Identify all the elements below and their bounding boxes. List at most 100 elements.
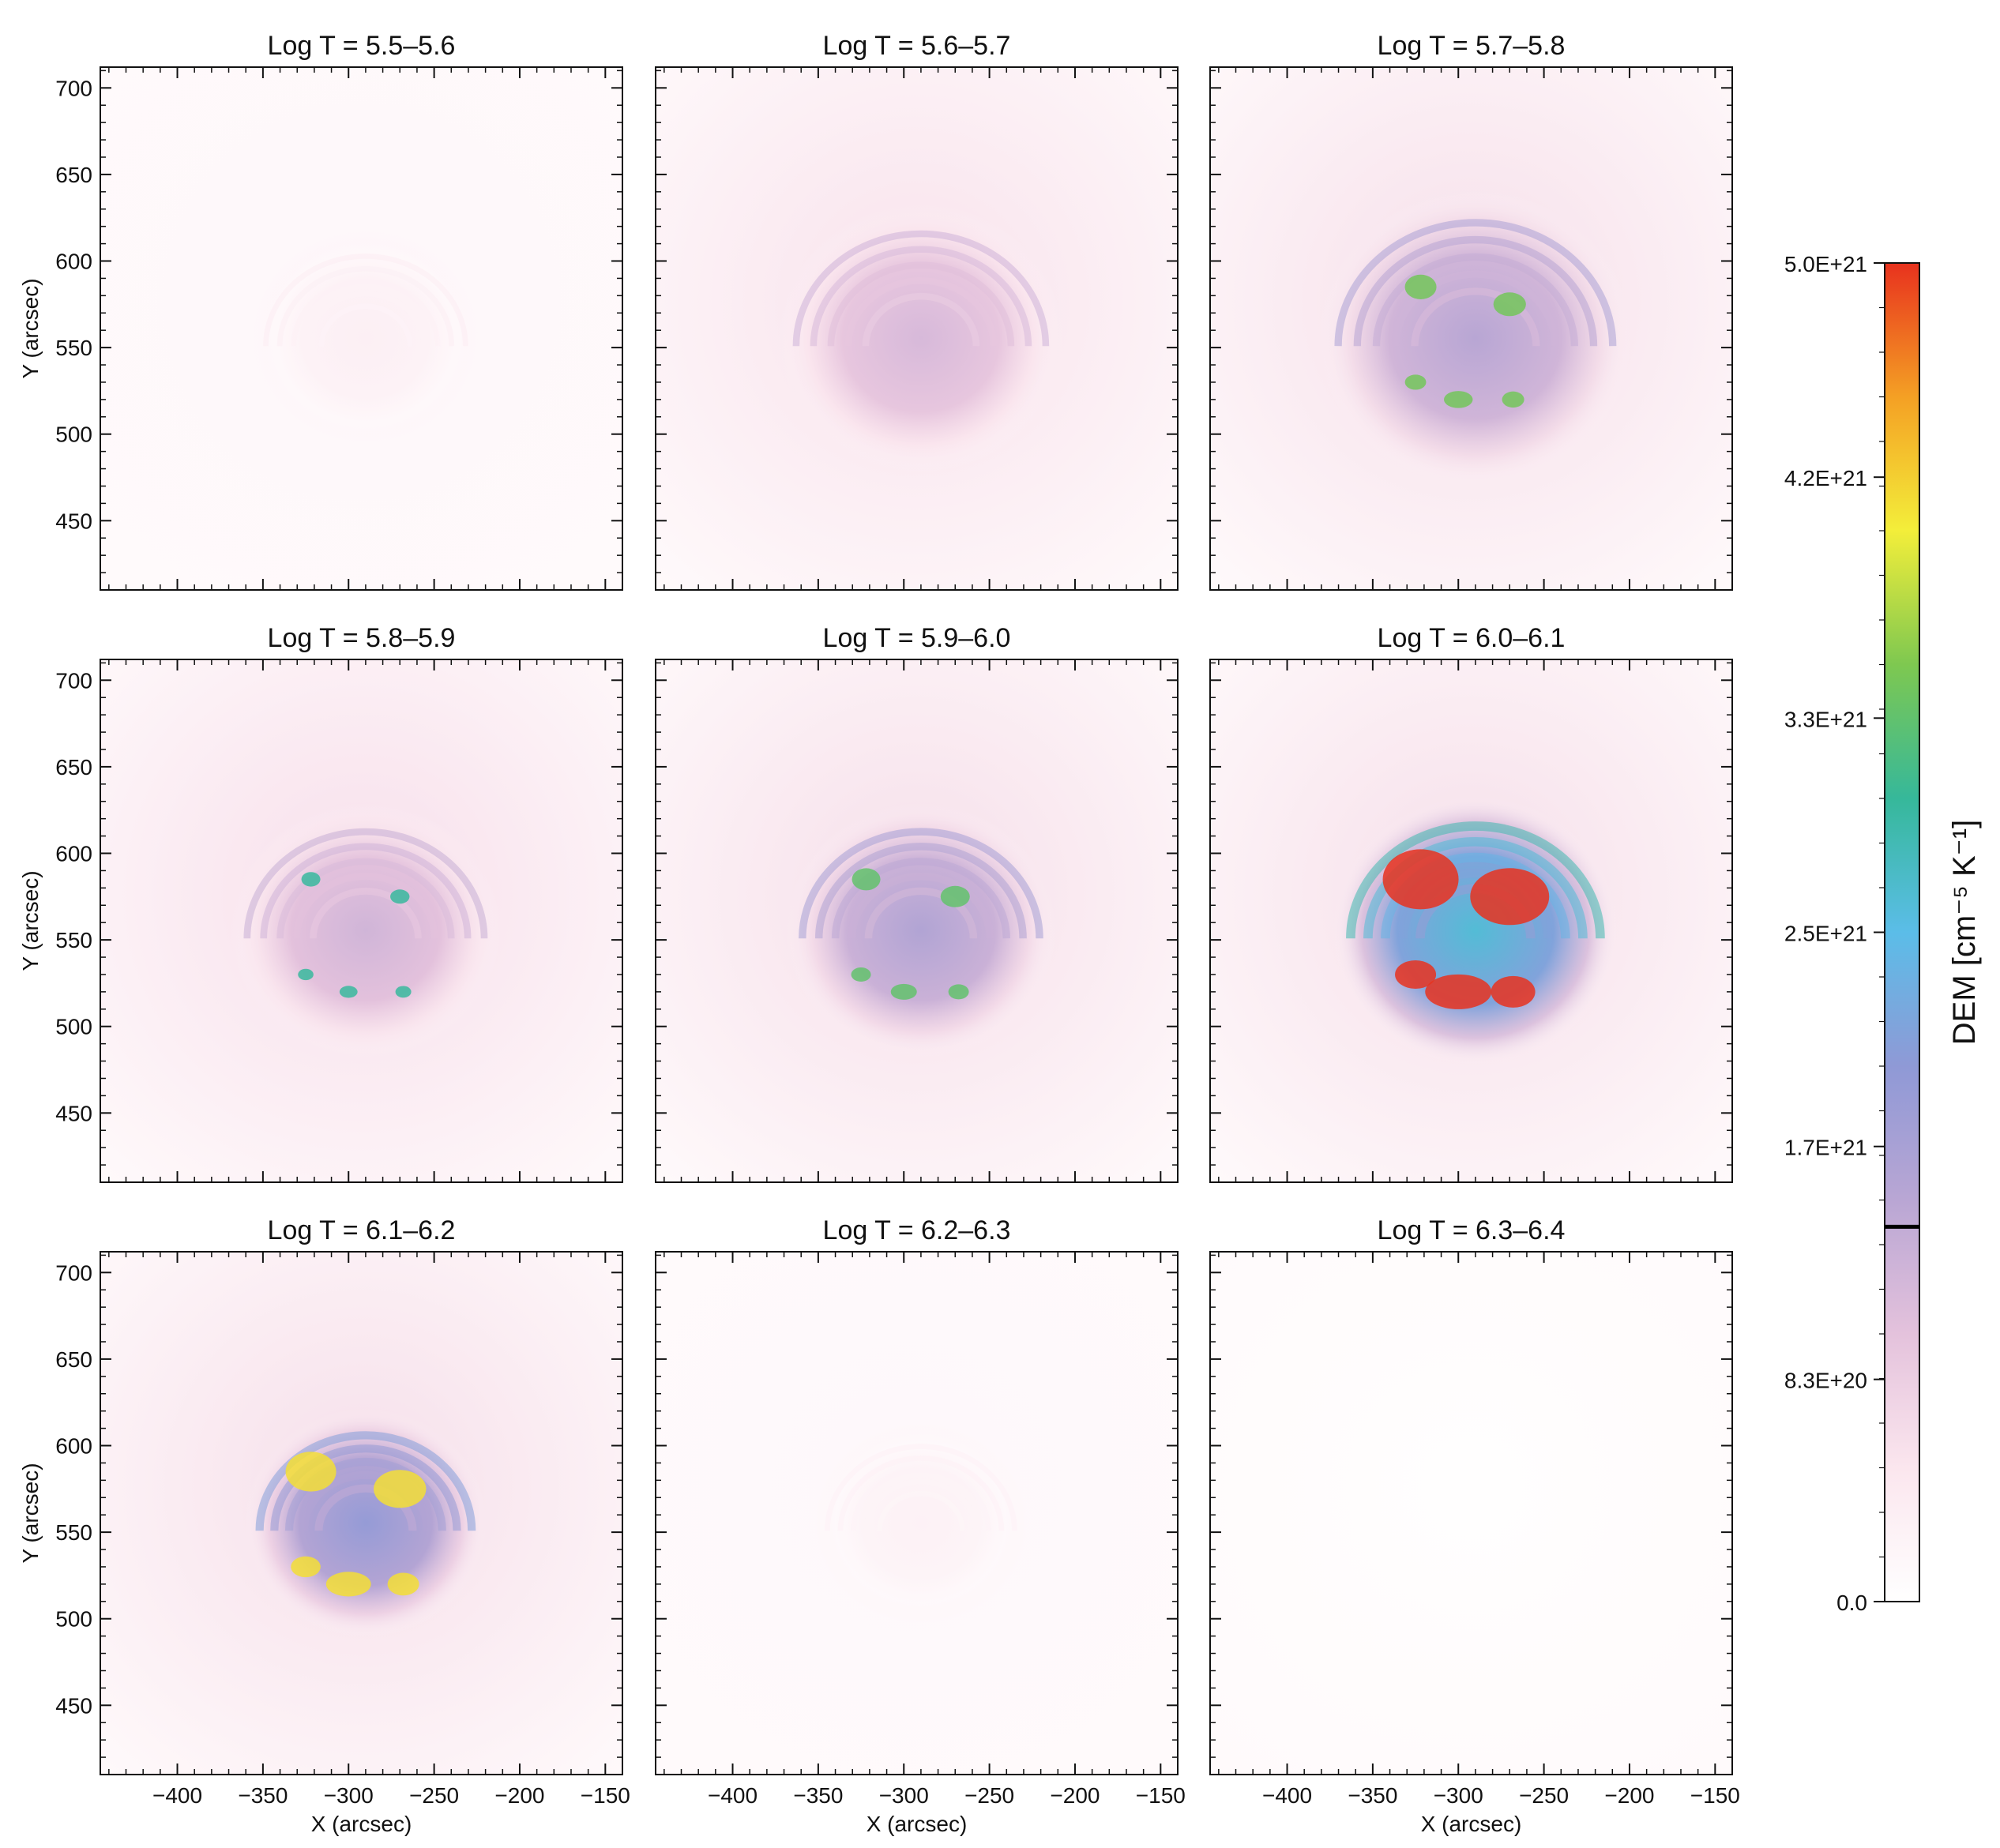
active-region bbox=[251, 231, 479, 446]
panel-title: Log T = 5.8–5.9 bbox=[268, 623, 456, 653]
dem-panel: Log T = 6.0–6.1 bbox=[1209, 623, 1733, 1183]
y-tick-label: 550 bbox=[55, 928, 92, 952]
colorbar-bar bbox=[1884, 262, 1920, 1602]
y-tick-label: 550 bbox=[55, 1520, 92, 1545]
hot-core bbox=[1404, 274, 1437, 299]
coronal-loop bbox=[863, 1478, 979, 1531]
panel-frame bbox=[1209, 659, 1733, 1183]
active-region bbox=[244, 1408, 487, 1637]
colorbar-tick-label: 3.3E+21 bbox=[1784, 707, 1867, 731]
hot-core bbox=[1404, 374, 1427, 390]
panel-title: Log T = 5.6–5.7 bbox=[823, 31, 1011, 61]
coronal-loop bbox=[848, 872, 994, 939]
coronal-loop bbox=[318, 303, 413, 347]
coronal-loop bbox=[1363, 836, 1588, 939]
x-tick-label: −150 bbox=[1136, 1783, 1186, 1808]
panel-frame bbox=[100, 66, 623, 591]
y-tick-label: 500 bbox=[55, 1607, 92, 1632]
x-tick-label: −400 bbox=[152, 1783, 202, 1808]
y-tick-label: 500 bbox=[55, 1015, 92, 1039]
panel-title: Log T = 6.0–6.1 bbox=[1378, 623, 1566, 653]
hot-core bbox=[940, 885, 970, 907]
panel-title: Log T = 6.3–6.4 bbox=[1378, 1215, 1566, 1245]
panel-frame bbox=[100, 659, 623, 1183]
panel-background bbox=[1210, 1252, 1732, 1775]
coronal-loop bbox=[825, 1444, 1017, 1531]
coronal-loop bbox=[255, 1431, 476, 1531]
dem-panel: 450 500 550 600 650 700 Log T = 5.8–5.9 Y (arcs… bbox=[18, 623, 623, 1183]
hot-core bbox=[1470, 868, 1550, 926]
coronal-loop bbox=[293, 873, 438, 939]
coronal-loop bbox=[243, 828, 488, 939]
active-region bbox=[1333, 796, 1618, 1065]
coronal-loop bbox=[831, 857, 1010, 939]
coronal-loop bbox=[304, 291, 427, 347]
y-tick-label: 600 bbox=[55, 250, 92, 274]
colorbar-tick-label: 4.2E+21 bbox=[1784, 466, 1867, 490]
y-tick-label: 450 bbox=[55, 1101, 92, 1125]
coronal-loop bbox=[862, 292, 980, 347]
x-tick-label: −250 bbox=[409, 1783, 459, 1808]
y-tick-label: 700 bbox=[55, 1260, 92, 1285]
coronal-loop bbox=[314, 1484, 417, 1531]
coronal-loop bbox=[291, 278, 441, 347]
active-region bbox=[785, 802, 1056, 1058]
coronal-loop bbox=[792, 230, 1050, 347]
panel-frame bbox=[655, 1251, 1179, 1775]
active-region bbox=[1318, 190, 1632, 486]
hot-core bbox=[852, 868, 881, 891]
y-tick-label: 450 bbox=[55, 1693, 92, 1718]
hot-core bbox=[851, 967, 871, 982]
y-tick-label: 650 bbox=[55, 163, 92, 187]
coronal-loop bbox=[814, 843, 1027, 939]
x-tick-label: −200 bbox=[494, 1783, 544, 1808]
panel-frame bbox=[655, 66, 1179, 591]
hot-core bbox=[301, 872, 321, 887]
y-tick-label: 550 bbox=[55, 336, 92, 360]
coronal-loop bbox=[299, 1471, 432, 1531]
panel-grid: 450 500 550 600 650 700 Log T = 5.5–5.6 Y (arcs… bbox=[18, 31, 1740, 1836]
y-tick-label: 600 bbox=[55, 842, 92, 866]
coronal-loop bbox=[260, 843, 472, 939]
coronal-loop bbox=[1411, 287, 1540, 347]
coronal-loop bbox=[827, 261, 1015, 347]
hot-core bbox=[325, 1572, 371, 1597]
hot-core bbox=[1425, 974, 1492, 1009]
active-region bbox=[778, 204, 1063, 473]
x-tick-label: −300 bbox=[1434, 1783, 1483, 1808]
x-tick-label: −200 bbox=[1604, 1783, 1654, 1808]
hot-core bbox=[1395, 960, 1437, 989]
panel-frame bbox=[1209, 66, 1733, 591]
coronal-loop bbox=[270, 1444, 461, 1531]
y-tick-label: 700 bbox=[55, 76, 92, 100]
x-tick-label: −150 bbox=[581, 1783, 630, 1808]
dem-panel: 450 500 550 600 650 700 Log T = 5.5–5.6 Y (arcs… bbox=[18, 31, 623, 591]
coronal-loop bbox=[1392, 270, 1559, 347]
x-tick-label: −300 bbox=[879, 1783, 929, 1808]
hot-core bbox=[1444, 391, 1473, 408]
y-tick-label: 450 bbox=[55, 509, 92, 533]
hot-core bbox=[395, 986, 412, 998]
hot-core bbox=[948, 984, 969, 1000]
x-tick-label: −350 bbox=[793, 1783, 843, 1808]
dem-panel: Log T = 5.9–6.0 bbox=[655, 623, 1179, 1183]
coronal-loop bbox=[837, 1455, 1005, 1531]
hot-core bbox=[1502, 391, 1524, 408]
coronal-loop bbox=[851, 1467, 991, 1531]
hot-core bbox=[374, 1470, 427, 1508]
coronal-loop bbox=[263, 254, 468, 347]
y-tick-label: 650 bbox=[55, 755, 92, 779]
active-region bbox=[230, 802, 501, 1058]
colorbar-tick-label: 1.7E+21 bbox=[1784, 1136, 1867, 1160]
colorbar-tick-label: 0.0 bbox=[1836, 1591, 1867, 1615]
y-axis-label: Y (arcsec) bbox=[18, 870, 43, 971]
panel-title: Log T = 5.5–5.6 bbox=[268, 31, 456, 61]
coronal-loop bbox=[844, 277, 998, 347]
dem-panel: Log T = 5.7–5.8 bbox=[1209, 31, 1733, 591]
colorbar-label: DEM [cm⁻⁵ K⁻¹] bbox=[1947, 820, 1982, 1045]
hot-core bbox=[1493, 292, 1526, 317]
coronal-loop bbox=[276, 265, 455, 347]
colorbar-tick-label: 5.0E+21 bbox=[1784, 252, 1867, 276]
coronal-loop bbox=[1372, 253, 1578, 347]
